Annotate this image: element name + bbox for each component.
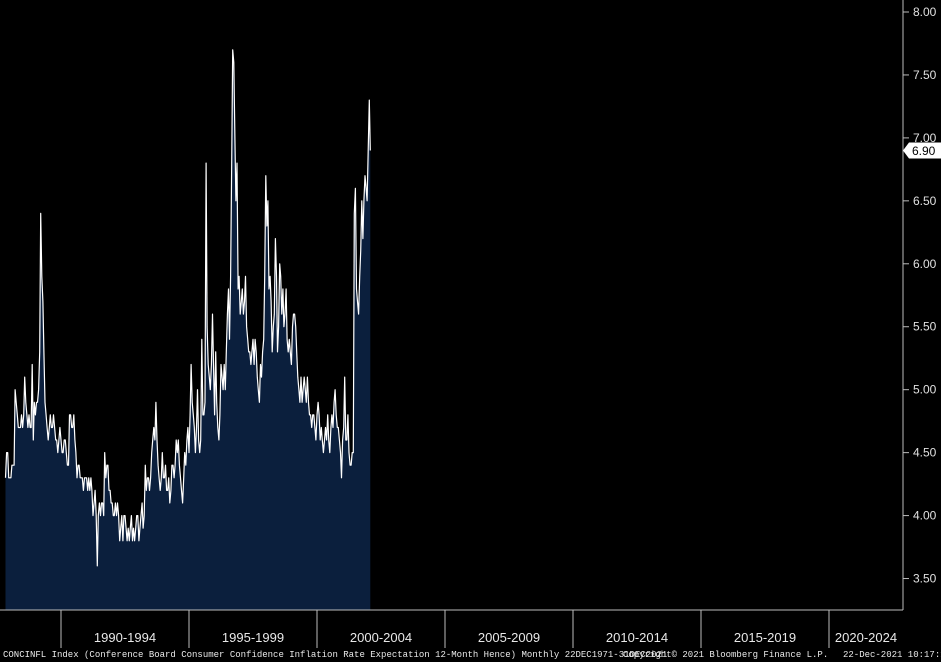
y-tick-label: 8.00 xyxy=(913,5,937,19)
series-description: CONCINFL Index (Conference Board Consume… xyxy=(3,650,668,660)
last-value-label: 6.90 xyxy=(912,144,936,158)
y-tick-label: 3.50 xyxy=(913,572,937,586)
last-value-marker: 6.90 xyxy=(903,142,941,159)
series-area xyxy=(5,49,371,611)
copyright-notice: Copyright© 2021 Bloomberg Finance L.P. xyxy=(623,650,829,660)
x-period-label: 2010-2014 xyxy=(606,630,668,645)
chart-footer: CONCINFL Index (Conference Board Consume… xyxy=(0,649,941,662)
y-tick-label: 6.50 xyxy=(913,194,937,208)
x-period-label: 2005-2009 xyxy=(478,630,540,645)
x-period-label: 1990-1994 xyxy=(94,630,156,645)
x-period-label: 1995-1999 xyxy=(222,630,284,645)
x-period-label: 2020-2024 xyxy=(835,630,897,645)
x-period-label: 2000-2004 xyxy=(350,630,412,645)
y-tick-label: 4.50 xyxy=(913,446,937,460)
y-tick-label: 5.50 xyxy=(913,320,937,334)
y-tick-label: 7.00 xyxy=(913,131,937,145)
series-line xyxy=(4,49,371,567)
y-tick-label: 4.00 xyxy=(913,509,937,523)
y-tick-label: 7.50 xyxy=(913,68,937,82)
timestamp: 22-Dec-2021 10:17:15 xyxy=(843,650,941,660)
x-period-label: 2015-2019 xyxy=(734,630,796,645)
y-tick-label: 5.00 xyxy=(913,383,937,397)
y-tick-label: 6.00 xyxy=(913,257,937,271)
